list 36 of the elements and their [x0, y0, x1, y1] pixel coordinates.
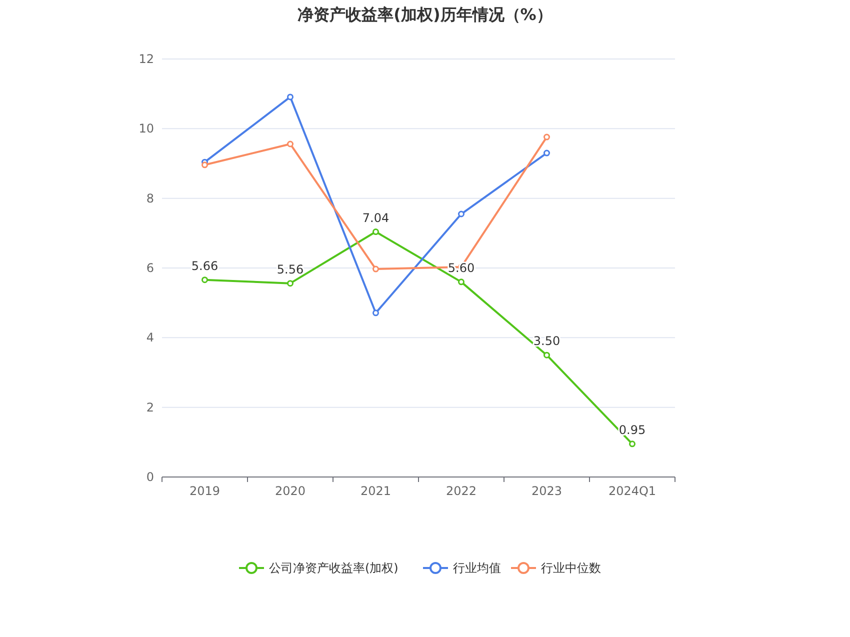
legend-label: 行业中位数: [541, 561, 601, 575]
y-tick-label: 0: [146, 470, 154, 484]
point: [372, 228, 379, 236]
x-tick-label: 2020: [274, 484, 306, 498]
point: [544, 352, 550, 358]
point: [544, 134, 550, 140]
data-label: 0.95: [618, 422, 646, 437]
data-label: 5.66: [191, 258, 218, 273]
x-tick-label: 2024Q1: [608, 484, 656, 498]
point: [287, 140, 294, 148]
x-tick-label: 2021: [360, 484, 392, 498]
data-label: 5.56: [276, 262, 304, 276]
point: [458, 278, 464, 286]
chart-title: 净资产收益率(加权)历年情况（%）: [298, 5, 552, 24]
point: [202, 276, 208, 284]
point: [372, 310, 379, 316]
x-tick-label: 2023: [531, 484, 562, 498]
y-tick-label: 6: [146, 261, 154, 275]
point: [372, 266, 379, 272]
y-tick-label: 2: [146, 400, 154, 414]
data-label: 3.50: [533, 334, 560, 348]
legend-label: 公司净资产收益率(加权): [269, 561, 398, 575]
point: [544, 150, 550, 156]
x-tick-label: 2022: [446, 484, 477, 498]
point: [287, 280, 294, 287]
point: [458, 210, 464, 218]
point: [629, 440, 636, 448]
point: [287, 94, 294, 100]
legend-label: 行业均值: [453, 561, 501, 575]
y-tick-label: 12: [138, 52, 154, 66]
y-tick-label: 4: [146, 330, 154, 345]
data-label: 7.04: [362, 210, 390, 225]
y-tick-label: 10: [138, 122, 154, 136]
x-tick-label: 2019: [189, 484, 220, 498]
point: [202, 162, 208, 168]
y-tick-label: 8: [146, 191, 154, 206]
